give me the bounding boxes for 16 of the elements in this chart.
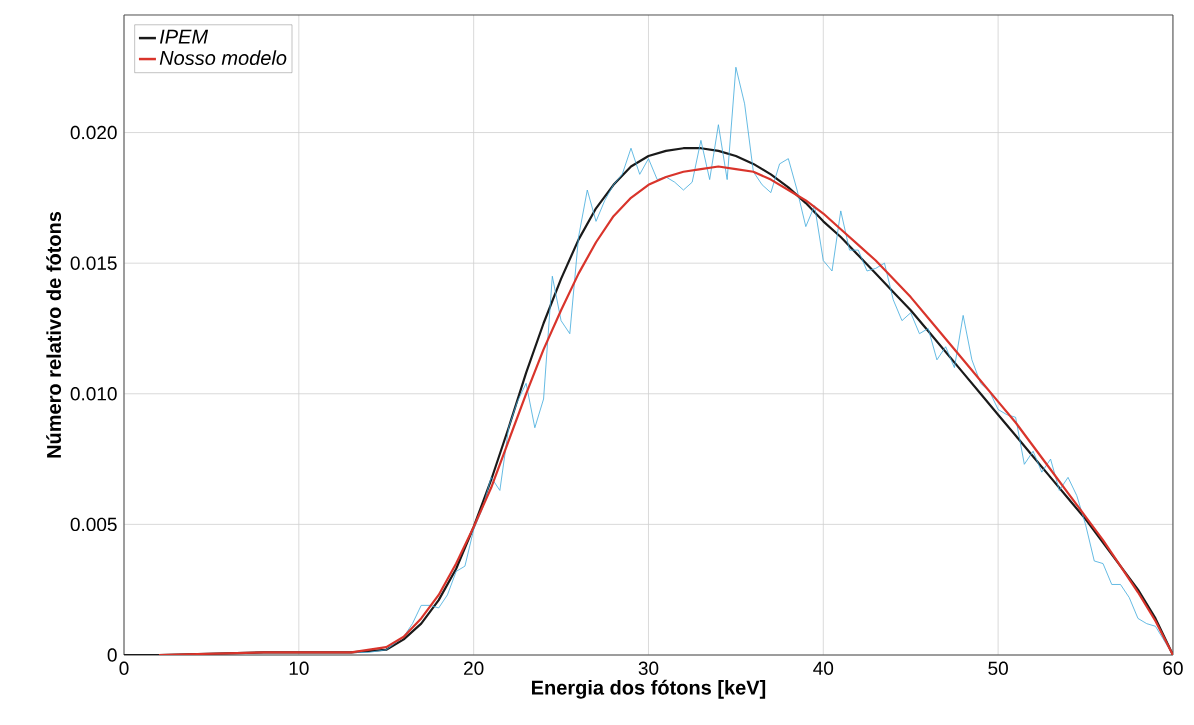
x-tick-label: 50 <box>988 661 1008 675</box>
x-axis-title: Energia dos fótons [keV] <box>532 679 766 699</box>
y-tick-label: 0.005 <box>70 517 117 532</box>
x-tick-label: 60 <box>1163 661 1183 675</box>
x-tick-label: 10 <box>289 661 309 675</box>
x-tick-label: 0 <box>119 661 129 675</box>
y-axis-title: Número relativo de fótons <box>46 211 62 458</box>
legend-label: Nosso modelo <box>159 50 287 66</box>
legend-label: IPEM <box>159 29 209 44</box>
y-tick-label: 0 <box>107 648 117 662</box>
x-tick-label: 30 <box>638 661 659 675</box>
y-tick-label: 0.010 <box>70 387 117 401</box>
x-tick-label: 40 <box>813 661 834 675</box>
y-tick-label: 0.020 <box>70 125 117 140</box>
x-tick-label: 20 <box>464 661 484 675</box>
y-tick-label: 0.015 <box>70 256 117 270</box>
